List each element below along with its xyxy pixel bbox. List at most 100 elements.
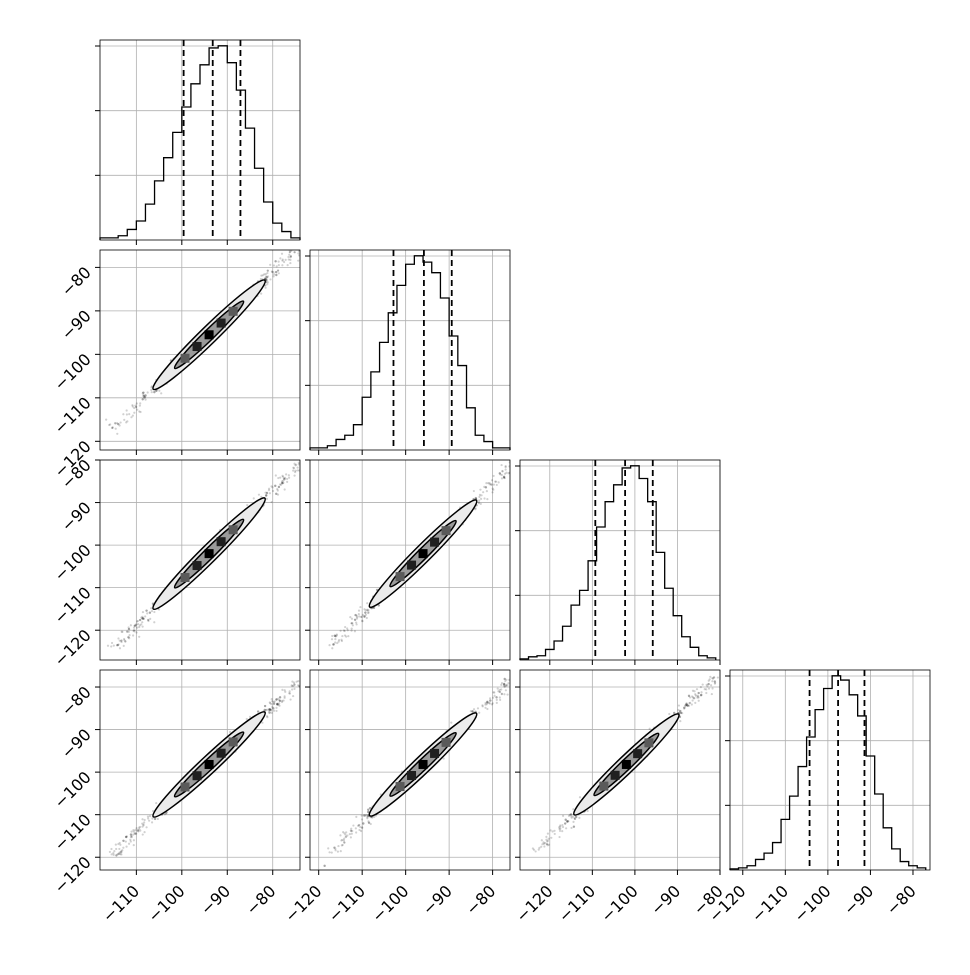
pair-1-2-point [495, 483, 498, 487]
pair-0-3-point [132, 833, 135, 836]
pair-0-1-point [114, 427, 117, 430]
pair-2-3-point [553, 832, 556, 836]
pair-1-2-point [490, 479, 494, 482]
pair-1-3-point [351, 829, 354, 833]
pair-0-3-point [301, 672, 303, 674]
pair-0-1-point [150, 388, 153, 392]
pair-0-2-point [118, 647, 122, 650]
pair-2-3-point [672, 711, 676, 715]
pair-0-3-point [284, 690, 287, 693]
pair-2-3-point [572, 825, 576, 828]
pair-0-1-point [277, 269, 280, 272]
pair-0-3-point [121, 849, 124, 852]
pair-1-2-point [357, 612, 360, 616]
pair-1-3-point [450, 721, 453, 724]
pair-1-3-point [359, 825, 362, 829]
pair-0-2-point [118, 639, 121, 642]
pair-0-3-point [228, 730, 232, 734]
pair-0-1-point [150, 385, 153, 388]
pair-0-2-point [292, 469, 295, 472]
pair-0-1-point [288, 253, 291, 256]
pair-0-1-point [293, 251, 296, 254]
pair-1-2-point [474, 496, 478, 500]
pair-0-3-ytick-label: −80 [58, 682, 95, 719]
pair-0-1-point [158, 389, 161, 392]
pair-2-3-point [567, 820, 570, 823]
pair-2-3-point [703, 688, 706, 691]
pair-0-2-density-cell [192, 561, 202, 571]
hist-0-step [99, 45, 301, 240]
pair-1-2-point [353, 618, 357, 621]
pair-0-2-point [260, 495, 263, 498]
pair-1-3-point [365, 814, 368, 817]
pair-0-2-point [283, 488, 286, 491]
pair-0-3-point [261, 721, 264, 724]
pair-0-1-point [265, 276, 269, 279]
pair-0-2-point [281, 474, 284, 477]
pair-0-2-point [287, 474, 290, 477]
pair-0-3-xtick-label: −100 [144, 881, 189, 926]
pair-0-2-density-cell [216, 537, 226, 547]
pair-0-3-point [143, 831, 146, 834]
pair-0-2-point [279, 476, 282, 479]
pair-0-2-point [141, 625, 144, 628]
pair-0-1-ytick-label: −110 [50, 393, 95, 438]
pair-1-3-point [334, 847, 337, 850]
pair-0-3-point [303, 677, 305, 679]
pair-1-3-point [491, 702, 494, 705]
pair-0-3-point [272, 702, 276, 705]
pair-2-3-point [570, 816, 573, 819]
pair-0-2-point [138, 618, 142, 622]
pair-0-3-point [117, 842, 120, 846]
pair-0-2-point [264, 491, 267, 494]
pair-0-3-point [276, 702, 279, 705]
pair-2-3-point [648, 727, 651, 730]
hist-3-xtick-label: −100 [790, 881, 835, 926]
pair-0-1-point [131, 414, 134, 417]
pair-0-3-point [283, 695, 286, 698]
pair-0-2-point [265, 491, 269, 495]
pair-0-3-point [129, 840, 132, 843]
pair-0-3-point [269, 709, 273, 712]
pair-2-3-point [679, 709, 682, 713]
pair-0-3-point [138, 828, 141, 831]
pair-1-2-density-cell [395, 572, 405, 582]
pair-1-3-point [342, 839, 345, 842]
pair-1-2-point [366, 602, 369, 605]
pair-1-2-point [350, 622, 353, 625]
pair-2-3-point [681, 712, 684, 715]
pair-2-3-point [558, 835, 561, 839]
pair-1-3-point [343, 832, 346, 835]
pair-0-3-point [277, 703, 280, 706]
pair-1-3-density-cell [395, 782, 405, 792]
pair-0-2-density-cell [204, 549, 214, 559]
pair-1-3-point [350, 827, 353, 830]
pair-1-2-point [364, 609, 367, 612]
pair-2-3-point [696, 695, 700, 698]
pair-1-2-point [484, 486, 488, 489]
pair-1-2-point [366, 609, 369, 612]
pair-2-3-point [568, 813, 571, 816]
pair-0-2-point [148, 611, 152, 614]
pair-0-3-point [292, 681, 296, 684]
pair-0-2-point [296, 466, 299, 469]
pair-0-1-point [264, 277, 267, 281]
pair-0-1-ytick-label: −90 [58, 306, 95, 343]
pair-0-3-plot [108, 672, 305, 857]
pair-1-2-point [507, 472, 510, 475]
pair-2-3-point [713, 680, 716, 683]
pair-2-3-point [705, 691, 708, 695]
pair-1-3-point [344, 833, 347, 836]
pair-0-1-point [264, 277, 267, 280]
pair-0-1-density-cell [180, 353, 190, 363]
pair-0-3-point [132, 839, 136, 842]
pair-0-1-frame [99, 249, 301, 451]
pair-1-3-point [498, 696, 501, 699]
pair-1-3-point [492, 696, 495, 699]
pair-1-3-point [366, 816, 369, 819]
pair-0-1-point [266, 269, 269, 272]
pair-1-2-point [366, 608, 369, 611]
pair-1-2-point [500, 463, 503, 467]
pair-0-1-point [277, 263, 280, 267]
pair-2-3-point [690, 703, 693, 706]
